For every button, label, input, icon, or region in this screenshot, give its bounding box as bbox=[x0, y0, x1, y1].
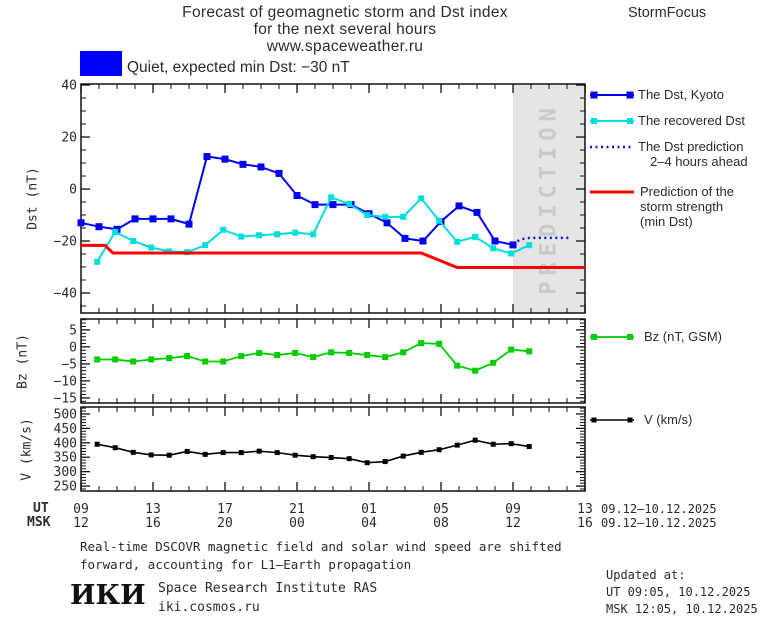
msk-row-label: MSK bbox=[27, 515, 51, 530]
svg-text:13: 13 bbox=[577, 502, 593, 517]
svg-text:−40: −40 bbox=[54, 286, 77, 301]
svg-text:0: 0 bbox=[69, 183, 77, 198]
svg-text:01: 01 bbox=[361, 502, 377, 517]
svg-text:−10: −10 bbox=[54, 374, 77, 389]
legend-dst-prediction-line1: The Dst prediction bbox=[638, 139, 744, 154]
legend-bz: Bz (nT, GSM) bbox=[644, 329, 723, 344]
brand-label: StormFocus bbox=[628, 5, 707, 21]
page-title: Forecast of geomagnetic storm and Dst in… bbox=[182, 4, 508, 21]
institute-site: iki.cosmos.ru bbox=[158, 600, 260, 615]
footer-note-line1: Real-time DSCOVR magnetic field and sola… bbox=[80, 539, 562, 554]
legend-storm-strength-line1: Prediction of the bbox=[640, 184, 734, 199]
svg-text:08: 08 bbox=[433, 516, 449, 531]
updated-ut: UT 09:05, 10.12.2025 bbox=[606, 585, 751, 599]
iki-logo: ИКИ bbox=[70, 580, 146, 611]
svg-text:13: 13 bbox=[145, 502, 161, 517]
date-range-ut: 09.12–10.12.2025 bbox=[601, 502, 717, 516]
svg-text:17: 17 bbox=[217, 502, 233, 517]
svg-text:350: 350 bbox=[54, 451, 77, 466]
legend-storm-strength-line3: (min Dst) bbox=[640, 214, 693, 229]
svg-text:09: 09 bbox=[505, 502, 521, 517]
svg-text:−15: −15 bbox=[54, 391, 77, 406]
svg-text:16: 16 bbox=[145, 516, 161, 531]
legend-dst-kyoto: The Dst, Kyoto bbox=[638, 87, 724, 102]
svg-text:12: 12 bbox=[73, 516, 89, 531]
svg-text:−20: −20 bbox=[54, 234, 77, 249]
date-range-msk: 09.12–10.12.2025 bbox=[601, 516, 717, 530]
page-subtitle: for the next several hours bbox=[253, 21, 437, 38]
ut-row-label: UT bbox=[33, 501, 49, 516]
site-url: www.spaceweather.ru bbox=[266, 38, 424, 55]
svg-text:20: 20 bbox=[61, 131, 77, 146]
legend-dst-prediction-line2: 2–4 hours ahead bbox=[650, 154, 748, 169]
dst-axis-label: Dst (nT) bbox=[25, 167, 41, 230]
svg-text:05: 05 bbox=[433, 502, 449, 517]
svg-text:04: 04 bbox=[361, 516, 377, 531]
svg-text:20: 20 bbox=[217, 516, 233, 531]
institute-name: Space Research Institute RAS bbox=[158, 581, 378, 596]
updated-msk: MSK 12:05, 10.12.2025 bbox=[606, 602, 758, 616]
storm-level-box bbox=[80, 51, 122, 76]
svg-text:0: 0 bbox=[69, 340, 77, 355]
storm-status-text: Quiet, expected min Dst: −30 nT bbox=[127, 59, 350, 76]
svg-text:250: 250 bbox=[54, 480, 77, 495]
v-axis-label: V (km/s) bbox=[19, 418, 35, 481]
svg-text:00: 00 bbox=[289, 516, 305, 531]
svg-text:PREDICTION: PREDICTION bbox=[537, 102, 562, 294]
svg-text:300: 300 bbox=[54, 465, 77, 480]
svg-text:09: 09 bbox=[73, 502, 89, 517]
legend-v: V (km/s) bbox=[644, 412, 693, 427]
svg-text:400: 400 bbox=[54, 436, 77, 451]
svg-text:−5: −5 bbox=[61, 357, 77, 372]
svg-text:16: 16 bbox=[577, 516, 593, 531]
legend-recovered-dst: The recovered Dst bbox=[638, 113, 745, 128]
svg-text:500: 500 bbox=[54, 407, 77, 422]
svg-text:12: 12 bbox=[505, 516, 521, 531]
svg-text:40: 40 bbox=[61, 79, 77, 94]
svg-text:5: 5 bbox=[69, 323, 77, 338]
svg-text:21: 21 bbox=[289, 502, 305, 517]
svg-text:450: 450 bbox=[54, 422, 77, 437]
updated-title: Updated at: bbox=[606, 568, 686, 582]
bz-axis-label: Bz (nT) bbox=[15, 334, 31, 389]
footer-note-line2: forward, accounting for L1–Earth propaga… bbox=[80, 557, 412, 572]
legend-storm-strength-line2: storm strength bbox=[640, 199, 724, 214]
